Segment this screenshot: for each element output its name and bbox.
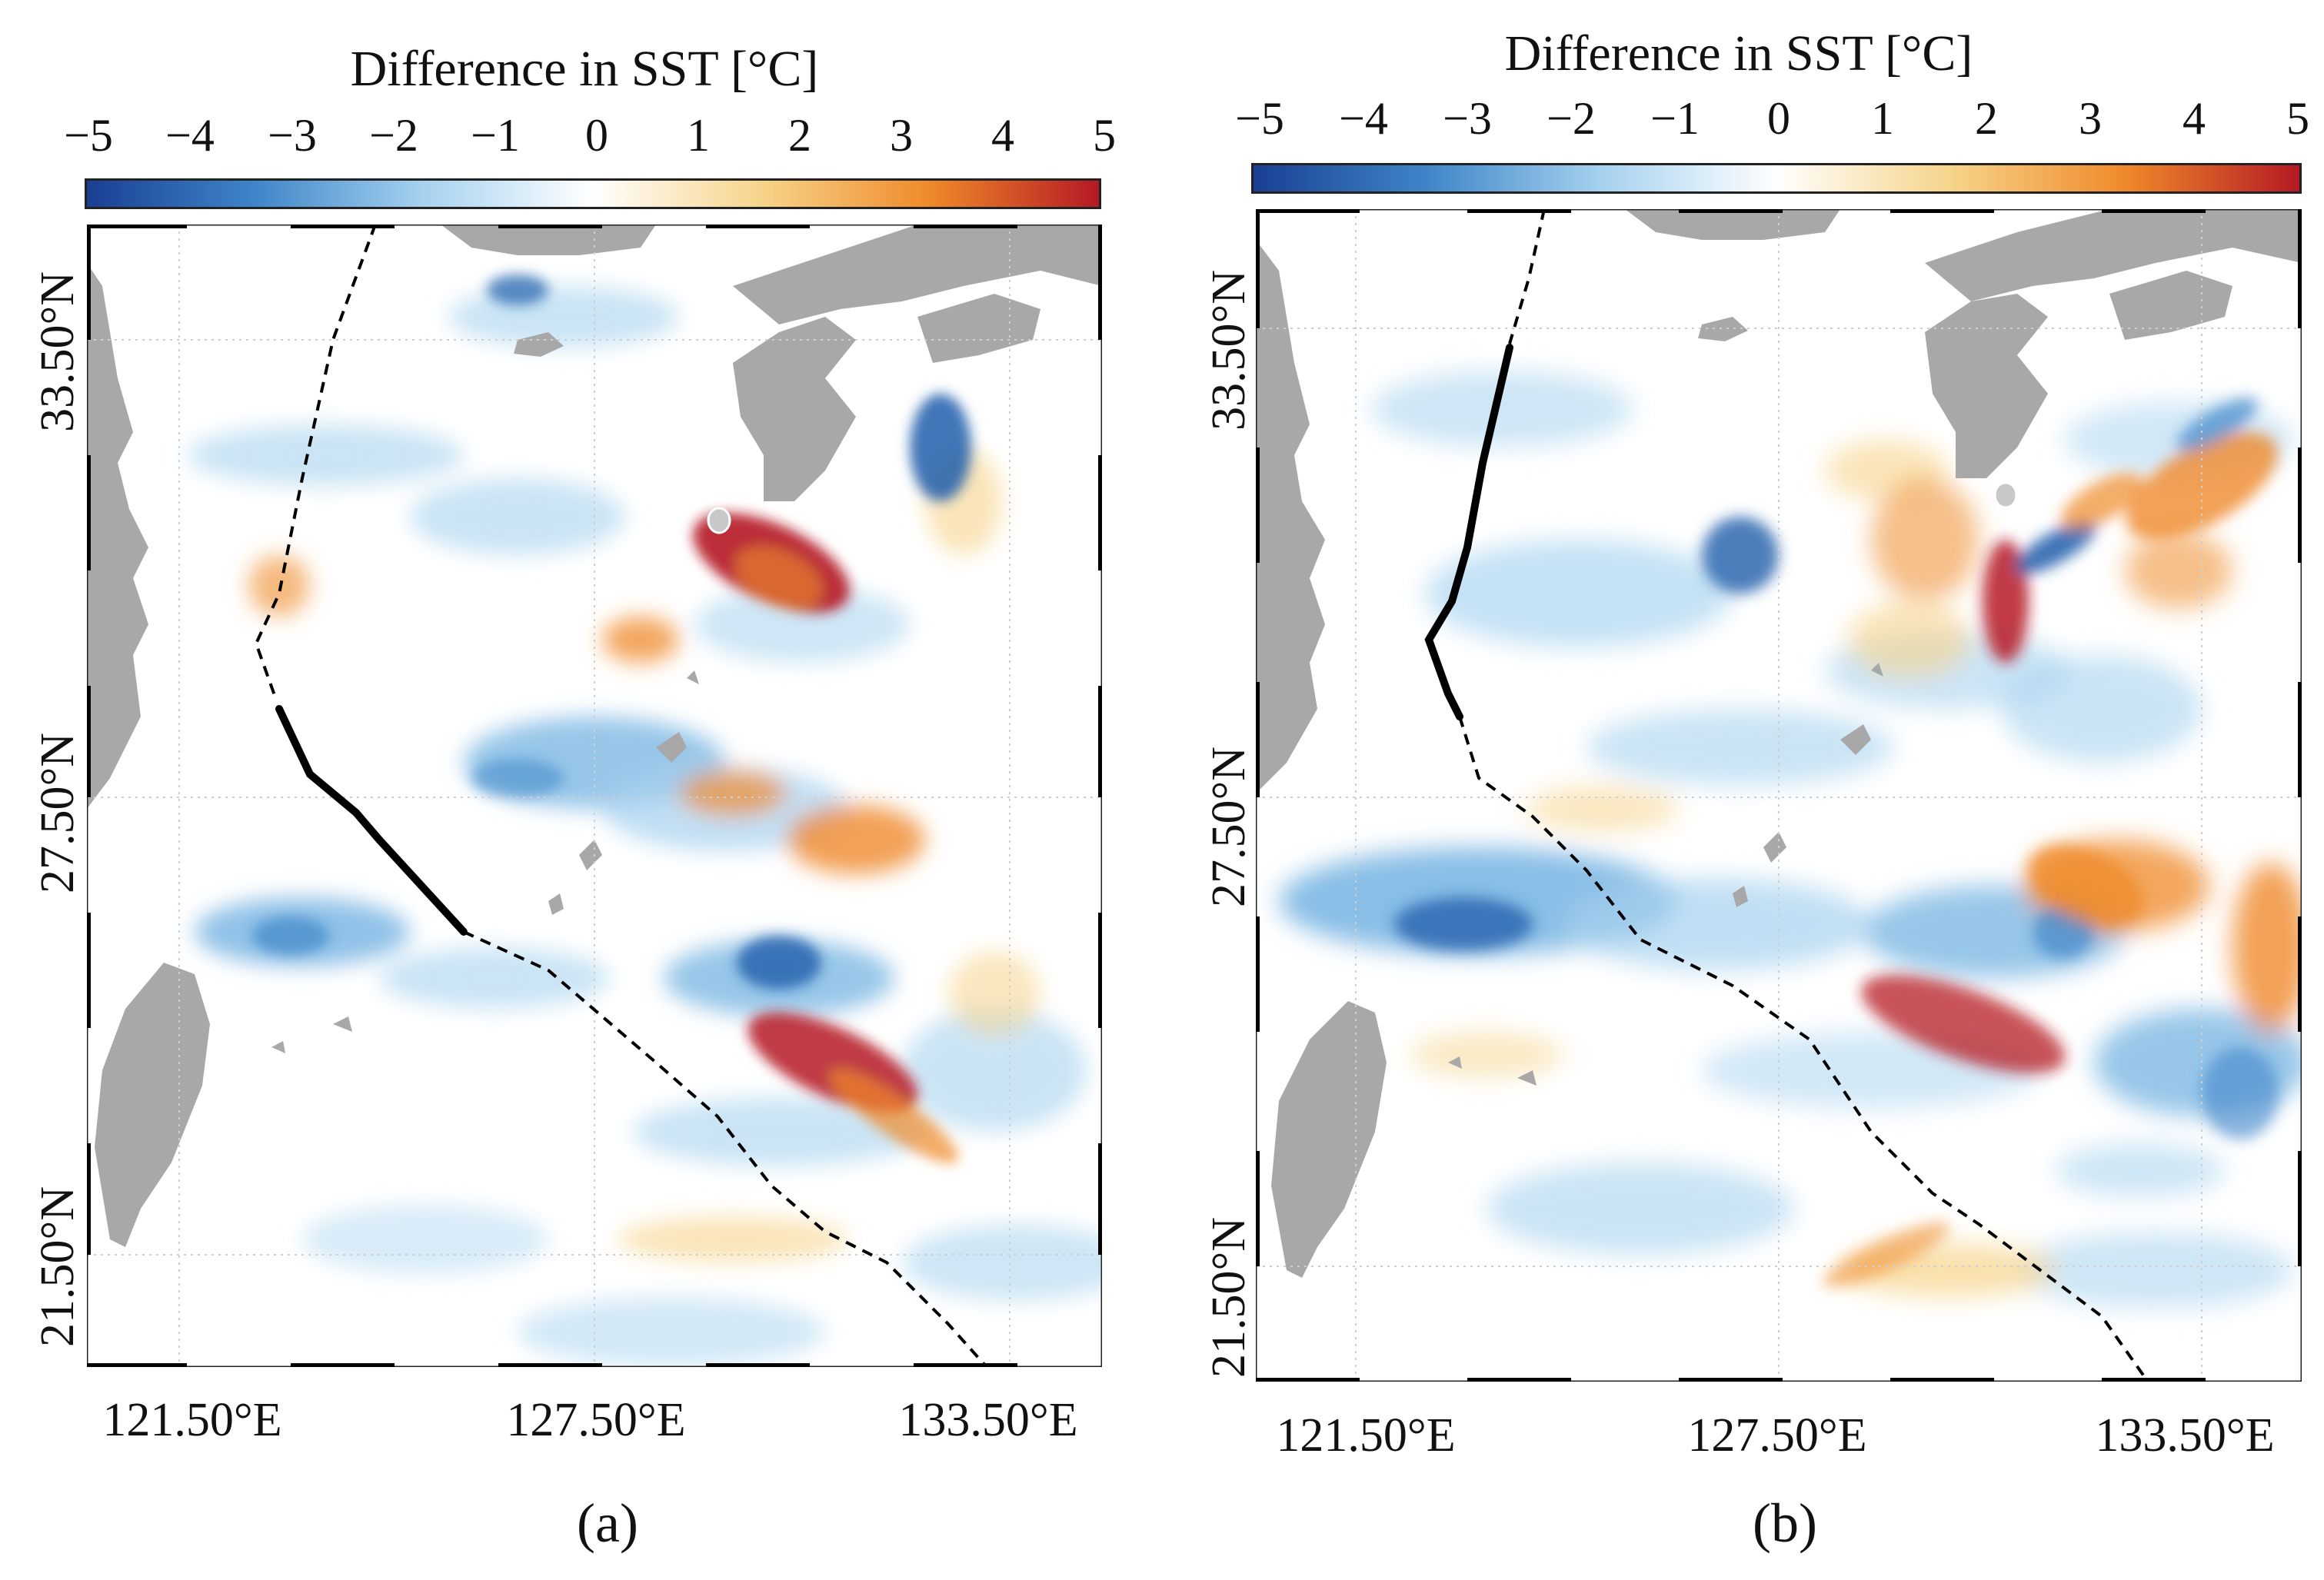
track-solid-segment <box>1424 344 1513 720</box>
taiwan <box>95 963 210 1247</box>
colorbar-tick: 1 <box>687 110 710 161</box>
typhoon-track <box>254 225 988 1367</box>
track-dashed-north <box>1508 209 1546 344</box>
gridlines <box>87 225 1102 1367</box>
lon-tick-label: 133.50°E <box>2095 1409 2275 1462</box>
warm-anomaly <box>1861 975 2066 1073</box>
colorbar-tick: −4 <box>165 110 215 161</box>
jeju <box>514 332 564 357</box>
lat-tick-label: 21.50°N <box>32 1186 84 1347</box>
lat-tick-label: 21.50°N <box>1203 1216 1255 1378</box>
shikoku <box>917 294 1040 363</box>
cool-anomaly <box>1702 517 1779 594</box>
panel-a: Difference in SST [°C] −5 −4 −3 −2 −1 0 … <box>32 41 1116 1554</box>
cool-anomaly <box>1394 897 1533 951</box>
shikoku <box>2109 271 2232 340</box>
panel-label-a: (a) <box>577 1492 638 1554</box>
lon-tick-label: 127.50°E <box>1687 1409 1867 1462</box>
lat-tick-label: 33.50°N <box>32 271 84 432</box>
colorbar-tick: −1 <box>1650 93 1700 144</box>
track-dashed-north <box>254 225 377 698</box>
colorbar-tick: −3 <box>268 110 317 161</box>
panel-label-b: (b) <box>1753 1492 1817 1554</box>
kyushu <box>733 317 856 501</box>
colorbar <box>85 178 1101 209</box>
colorbar-tick: 1 <box>1871 93 1894 144</box>
gridlines <box>1256 209 2302 1382</box>
sst-anomaly-field <box>187 286 1102 1366</box>
colorbar-tick: −1 <box>471 110 520 161</box>
taiwan <box>1271 1001 1387 1278</box>
colorbar <box>1251 163 2302 194</box>
sst-difference-map <box>87 225 1102 1367</box>
colorbar-tick: 0 <box>1767 93 1790 144</box>
kyushu <box>1925 294 2048 478</box>
land-masses <box>1256 209 2302 1278</box>
lon-tick-label: 133.50°E <box>898 1394 1078 1446</box>
track-dashed-south <box>1458 716 2149 1382</box>
cool-anomaly <box>737 936 821 990</box>
lat-tick-label: 27.50°N <box>32 732 84 893</box>
korea <box>441 225 656 255</box>
colorbar-tick: −2 <box>369 110 418 161</box>
china-coast <box>87 263 148 809</box>
colorbar-title: Difference in SST [°C] <box>350 41 819 97</box>
korea <box>1625 209 1840 240</box>
lon-tick-label: 121.50°E <box>1276 1409 1456 1462</box>
colorbar-tick: 3 <box>2079 93 2102 144</box>
colorbar-tick: 5 <box>2286 93 2309 144</box>
colorbar-tick: 2 <box>1975 93 1998 144</box>
lon-tick-label: 121.50°E <box>102 1394 282 1446</box>
colorbar-tick: 0 <box>585 110 608 161</box>
lat-tick-label: 33.50°N <box>1203 269 1255 431</box>
china-coast <box>1256 240 1325 793</box>
colorbar-title: Difference in SST [°C] <box>1504 25 1973 81</box>
colorbar-tick: 5 <box>1093 110 1116 161</box>
honshu <box>1925 209 2302 301</box>
cool-anomaly <box>910 394 971 501</box>
panel-b: Difference in SST [°C] −5 −4 −3 −2 −1 0 … <box>1162 0 2324 1580</box>
lon-tick-label: 127.50°E <box>506 1394 686 1446</box>
lat-tick-label: 27.50°N <box>1203 746 1255 907</box>
typhoon-track <box>1424 209 2149 1382</box>
colorbar-tick: 4 <box>2182 93 2206 144</box>
colorbar-tick: −4 <box>1339 93 1388 144</box>
land-masses <box>87 225 1102 1247</box>
honshu <box>733 225 1102 324</box>
track-solid-segment <box>275 705 468 936</box>
colorbar-tick: −5 <box>1235 93 1284 144</box>
colorbar-tick: 2 <box>788 110 811 161</box>
colorbar-tick: −5 <box>64 110 113 161</box>
jeju <box>1698 317 1748 341</box>
colorbar-tick: 4 <box>991 110 1014 161</box>
sst-difference-map <box>1256 209 2302 1382</box>
colorbar-tick: −3 <box>1443 93 1492 144</box>
colorbar-tick: −2 <box>1547 93 1596 144</box>
colorbar-tick: 3 <box>890 110 913 161</box>
